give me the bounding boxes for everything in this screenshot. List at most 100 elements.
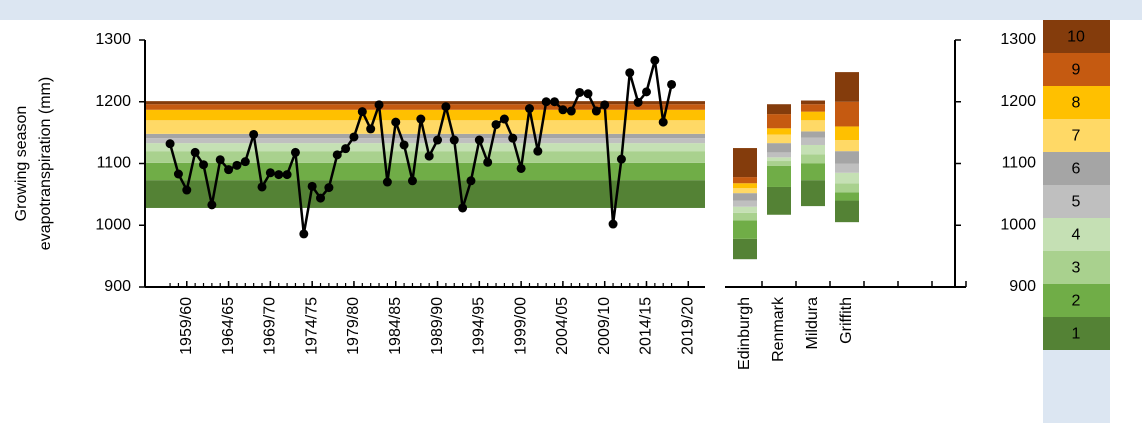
data-point bbox=[382, 177, 392, 187]
legend-swatch bbox=[1043, 86, 1110, 119]
x-tick-label: 1999/00 bbox=[512, 297, 529, 355]
x-tick-label: Edinburgh bbox=[736, 297, 753, 370]
y-axis-title: evapotranspiration (mm) bbox=[37, 77, 54, 250]
x-tick-label: 2014/15 bbox=[638, 297, 655, 355]
data-point bbox=[374, 100, 384, 110]
x-tick-label: 2009/10 bbox=[596, 297, 613, 355]
decile-band bbox=[145, 101, 705, 105]
x-tick-label: 1984/85 bbox=[387, 297, 404, 355]
bar-segment bbox=[835, 151, 859, 164]
bar-segment bbox=[835, 192, 859, 201]
bar-segment bbox=[767, 157, 791, 162]
data-point bbox=[650, 55, 660, 65]
data-point bbox=[215, 155, 225, 165]
decile-band bbox=[145, 180, 705, 208]
data-point bbox=[541, 97, 551, 107]
data-point bbox=[591, 106, 601, 116]
data-point bbox=[416, 114, 426, 124]
bar-segment bbox=[767, 134, 791, 144]
bar-segment bbox=[801, 111, 825, 121]
data-point bbox=[257, 182, 267, 192]
decile-band bbox=[145, 104, 705, 110]
legend-label: 7 bbox=[1072, 128, 1081, 145]
y-tick-label: 1300 bbox=[1000, 31, 1036, 48]
x-tick-label: 1994/95 bbox=[471, 297, 488, 355]
data-point bbox=[165, 139, 175, 149]
legend-swatch bbox=[1043, 152, 1110, 185]
legend-label: 3 bbox=[1072, 260, 1081, 277]
data-point bbox=[516, 163, 526, 173]
data-point bbox=[600, 100, 610, 110]
legend-label: 5 bbox=[1072, 194, 1081, 211]
data-point bbox=[341, 144, 351, 154]
data-point bbox=[182, 185, 192, 195]
data-point bbox=[524, 104, 534, 114]
data-point bbox=[190, 147, 200, 157]
legend-swatch bbox=[1043, 218, 1110, 251]
legend-swatch bbox=[1043, 284, 1110, 317]
y-tick-label: 1000 bbox=[95, 216, 131, 233]
top-band bbox=[0, 0, 1142, 20]
data-point bbox=[474, 135, 484, 145]
data-point bbox=[265, 168, 275, 178]
data-point bbox=[633, 97, 643, 107]
data-point bbox=[207, 200, 217, 210]
data-point bbox=[407, 176, 417, 186]
data-point bbox=[566, 106, 576, 116]
x-tick-label: 1959/60 bbox=[178, 297, 195, 355]
data-point bbox=[299, 229, 309, 239]
bar-segment bbox=[835, 200, 859, 223]
decile-band bbox=[145, 120, 705, 134]
legend-label: 6 bbox=[1072, 161, 1081, 178]
data-point bbox=[583, 89, 593, 99]
x-tick-label: Mildura bbox=[804, 297, 821, 350]
legend-label: 2 bbox=[1072, 293, 1081, 310]
legend-swatch bbox=[1043, 185, 1110, 218]
data-point bbox=[199, 160, 209, 170]
data-point bbox=[625, 68, 635, 78]
legend-swatch bbox=[1043, 20, 1110, 53]
data-point bbox=[173, 169, 183, 179]
bar-segment bbox=[767, 165, 791, 187]
data-point bbox=[332, 150, 342, 160]
y-axis-title: Growing season bbox=[13, 106, 30, 222]
x-tick-label: 1989/90 bbox=[429, 297, 446, 355]
data-point bbox=[316, 193, 326, 203]
x-tick-label: 1974/75 bbox=[303, 297, 320, 355]
x-tick-label: Renmark bbox=[770, 296, 787, 362]
bar-segment bbox=[767, 104, 791, 115]
y-tick-label: 1300 bbox=[95, 31, 131, 48]
bar-segment bbox=[835, 126, 859, 141]
bar-segment bbox=[835, 72, 859, 102]
legend-label: 1 bbox=[1072, 326, 1081, 343]
legend-label: 9 bbox=[1072, 62, 1081, 79]
data-point bbox=[290, 147, 300, 157]
data-point bbox=[324, 183, 334, 193]
data-point bbox=[249, 129, 259, 139]
x-tick-label: 1979/80 bbox=[345, 297, 362, 355]
bar-segment bbox=[767, 128, 791, 135]
bar-segment bbox=[835, 172, 859, 184]
bar-segment bbox=[767, 143, 791, 153]
bar-segment bbox=[801, 180, 825, 207]
plots: 900 1000 1100 1200 1300 1959/60 1964/65 1969/70… bbox=[13, 20, 1110, 370]
y-tick-label: 900 bbox=[1009, 278, 1036, 295]
data-point bbox=[224, 165, 234, 175]
decile-band bbox=[145, 143, 705, 152]
data-point bbox=[499, 114, 509, 124]
data-point bbox=[449, 135, 459, 145]
data-point bbox=[508, 133, 518, 143]
data-point bbox=[391, 117, 401, 127]
legend-swatch bbox=[1043, 317, 1110, 350]
x-tick-label: 2004/05 bbox=[554, 297, 571, 355]
data-point bbox=[282, 170, 292, 180]
legend-swatch bbox=[1043, 119, 1110, 152]
y-tick-label: 1100 bbox=[1002, 155, 1037, 172]
bar-segment bbox=[801, 100, 825, 105]
bar-segment bbox=[733, 193, 757, 201]
data-point bbox=[575, 87, 585, 97]
bar-segment bbox=[801, 144, 825, 155]
bar-segment bbox=[733, 177, 757, 184]
bar-segment bbox=[801, 104, 825, 112]
